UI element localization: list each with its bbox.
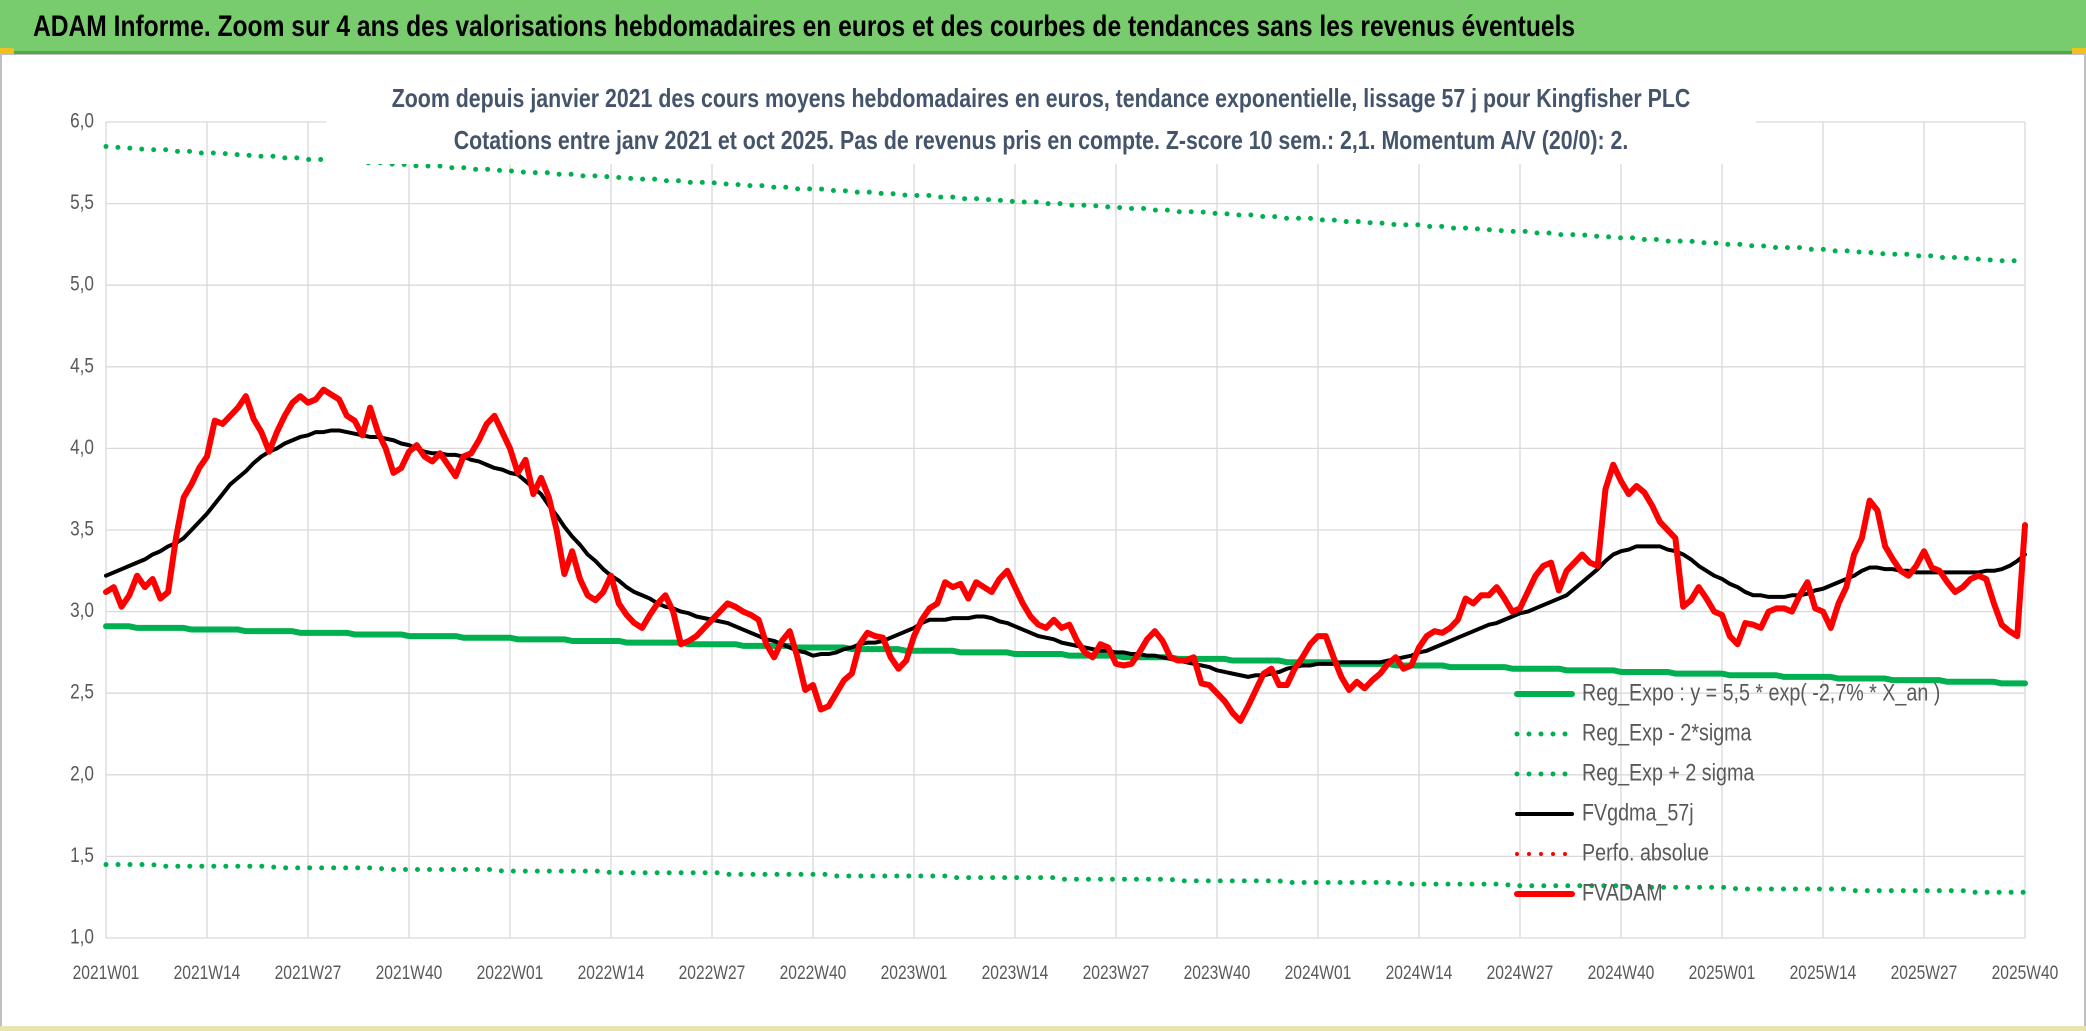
axes: 1,0 1,5 2,0 2,5 3,0 3,5 4,0 4,5 5,0 5,5 6,0 2021W01… (70, 110, 2058, 984)
y-tick-label: 4,0 (70, 436, 94, 459)
x-tick-label: 2023W27 (1083, 963, 1150, 984)
legend-label: FVADAM (1582, 879, 1663, 906)
x-tick-label: 2025W14 (1790, 963, 1857, 984)
y-tick-label: 3,5 (70, 518, 94, 541)
x-tick-label: 2022W40 (780, 963, 847, 984)
chart-title: ADAM Informe. Zoom sur 4 ans des valoris… (33, 10, 1575, 43)
subtitle: Cotations entre janv 2021 et oct 2025. P… (454, 125, 1629, 155)
bottom-border (0, 1026, 2086, 1031)
legend-label: FVgdma_57j (1582, 799, 1694, 826)
corner-accent (0, 48, 14, 54)
x-tick-label: 2021W01 (73, 963, 140, 984)
legend: Reg_Expo : y = 5,5 * exp( -2,7% * X_an )… (1514, 679, 1940, 906)
x-tick-label: 2022W27 (679, 963, 746, 984)
y-tick-label: 5,0 (70, 273, 94, 296)
corner-accent (2072, 48, 2086, 54)
x-tick-label: 2022W14 (578, 963, 645, 984)
plot-lines (103, 143, 2028, 895)
legend-label: Reg_Exp - 2*sigma (1582, 719, 1752, 746)
x-tick-label: 2022W01 (477, 963, 544, 984)
series-line (103, 862, 2028, 895)
series-line (103, 386, 2028, 724)
y-tick-label: 2,0 (70, 762, 94, 785)
y-tick-label: 1,5 (70, 844, 94, 867)
x-tick-label: 2024W27 (1487, 963, 1554, 984)
y-tick-label: 2,5 (70, 681, 94, 704)
subtitle: Zoom depuis janvier 2021 des cours moyen… (392, 83, 1691, 113)
x-tick-label: 2023W01 (881, 963, 948, 984)
y-tick-label: 6,0 (70, 110, 94, 133)
legend-label: Reg_Exp + 2 sigma (1582, 759, 1755, 786)
y-tick-label: 5,5 (70, 191, 94, 214)
x-tick-label: 2024W40 (1588, 963, 1655, 984)
x-tick-label: 2021W14 (174, 963, 241, 984)
x-tick-label: 2023W14 (982, 963, 1049, 984)
x-tick-label: 2025W01 (1689, 963, 1756, 984)
x-tick-label: 2025W40 (1992, 963, 2059, 984)
x-tick-label: 2024W01 (1285, 963, 1352, 984)
x-tick-label: 2021W27 (275, 963, 342, 984)
x-tick-label: 2021W40 (376, 963, 443, 984)
legend-label: Perfo. absolue (1582, 839, 1709, 866)
x-tick-label: 2023W40 (1184, 963, 1251, 984)
y-tick-label: 1,0 (70, 926, 94, 949)
series-line (104, 428, 2027, 679)
series-line (103, 143, 2028, 264)
y-tick-label: 4,5 (70, 354, 94, 377)
series-line (103, 623, 2028, 687)
x-tick-label: 2025W27 (1891, 963, 1958, 984)
title-bar-border (0, 51, 2086, 54)
legend-label: Reg_Expo : y = 5,5 * exp( -2,7% * X_an ) (1582, 679, 1940, 706)
y-tick-label: 3,0 (70, 599, 94, 622)
subtitle-box (326, 80, 1756, 164)
title-bar (0, 0, 2086, 53)
x-tick-label: 2024W14 (1386, 963, 1453, 984)
